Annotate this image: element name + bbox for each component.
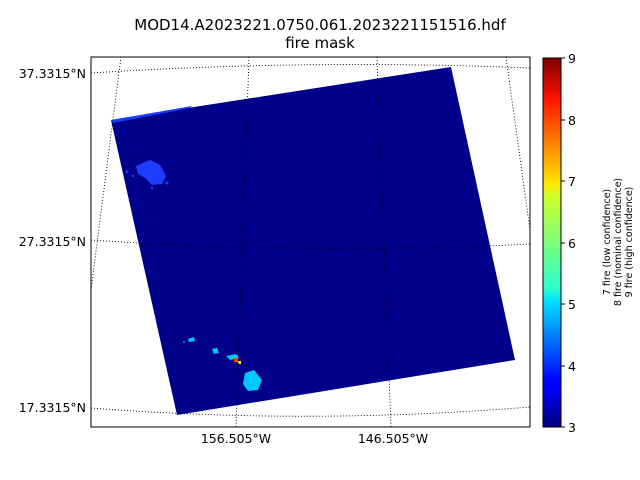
lon-label-2: 146.505°W [358,431,428,446]
title-line-2: fire mask [285,34,355,52]
cb-tick-4: 4 [568,359,576,374]
cb-tick-7: 7 [568,174,576,189]
cb-label-line-2: 8 fire (nominal confidence) [613,178,624,306]
cb-tick-6: 6 [568,236,576,251]
map-axes-border [90,56,531,428]
title-line-1: MOD14.A2023221.0750.061.2023221151516.hd… [134,16,506,34]
cb-label-line-3: 9 fire (high confidence) [624,187,635,298]
island-cluster-northwest [125,160,169,190]
lon-label-1: 156.505°W [201,431,271,446]
cb-tick-9: 9 [568,51,576,66]
parallels [91,64,530,417]
satellite-swath [111,67,515,415]
lat-label-1: 37.3315°N [19,66,86,81]
latitude-labels: 37.3315°N 27.3315°N 17.3315°N [19,66,86,415]
hawaiian-islands [183,337,262,391]
fire-pixels [234,357,241,364]
longitude-labels: 156.505°W 146.505°W [201,431,428,446]
colorbar-label: 7 fire (low confidence) 8 fire (nominal … [602,178,635,306]
cb-label-line-1: 7 fire (low confidence) [602,189,613,295]
lat-label-3: 17.3315°N [19,400,86,415]
figure-title: MOD14.A2023221.0750.061.2023221151516.hd… [0,16,640,52]
colorbar [542,57,562,428]
lat-label-2: 27.3315°N [19,234,86,249]
cb-tick-5: 5 [568,297,576,312]
meridians [91,57,530,427]
colorbar-tick-labels: 3 4 5 6 7 8 9 [568,51,576,435]
cb-tick-8: 8 [568,113,576,128]
swath-edge-artifact [111,106,192,123]
cb-tick-3: 3 [568,420,576,435]
colorbar-ticks [561,57,565,428]
